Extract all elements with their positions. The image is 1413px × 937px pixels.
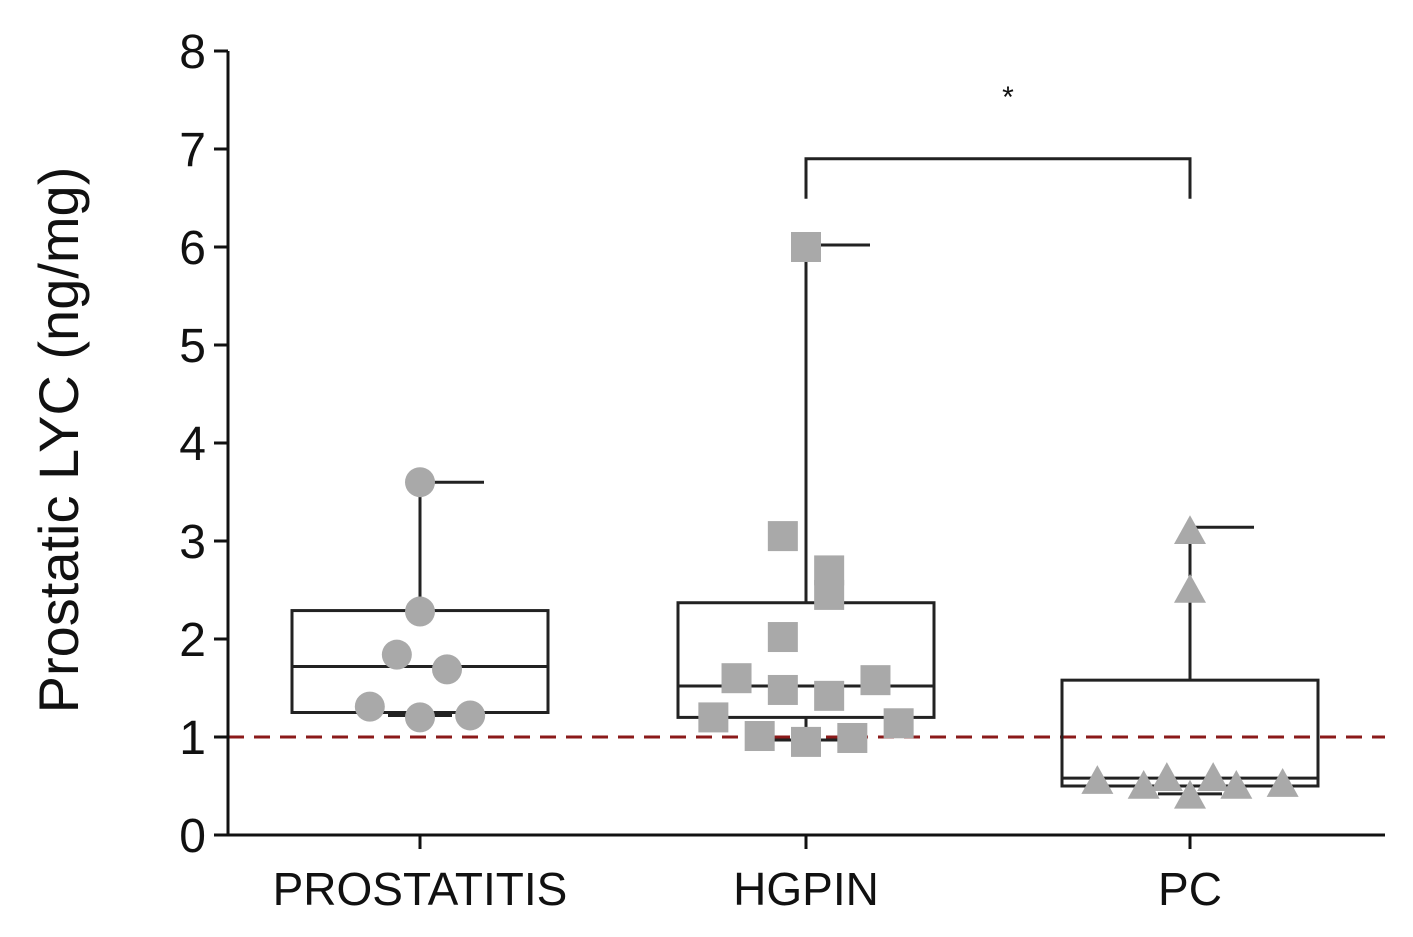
hgpin-point	[767, 521, 798, 552]
prostatitis-point	[455, 700, 486, 731]
prostatitis-point	[381, 639, 412, 670]
y-tick-label: 3	[179, 516, 206, 569]
hgpin-point	[814, 579, 845, 610]
hgpin-point	[767, 674, 798, 705]
pc-point	[1197, 762, 1230, 791]
hgpin-point	[767, 622, 798, 653]
prostatitis-point	[405, 596, 435, 627]
hgpin-point	[744, 721, 775, 752]
pc-point	[1220, 770, 1253, 799]
hgpin-point	[791, 232, 821, 262]
y-tick-label: 7	[179, 124, 206, 177]
pc-point	[1174, 779, 1206, 809]
y-tick-label: 6	[179, 222, 206, 275]
x-tick-label: PC	[1158, 863, 1222, 915]
pc-point	[1266, 768, 1299, 797]
pc-point	[1081, 765, 1114, 794]
y-tick-label: 1	[179, 712, 206, 765]
significance-label: *	[1002, 81, 1014, 114]
significance-bracket	[804, 157, 1192, 199]
hgpin-point	[837, 722, 868, 753]
prostatitis-point	[405, 467, 435, 498]
pc-box	[1060, 678, 1320, 788]
prostatitis-point	[405, 702, 435, 733]
hgpin-point	[860, 665, 891, 696]
y-tick-label: 4	[179, 418, 206, 471]
pc-point	[1150, 762, 1183, 791]
hgpin-point	[814, 680, 845, 711]
data-point-layer	[354, 232, 1299, 809]
y-axis-title: Prostatic LYC (ng/mg)	[27, 167, 90, 714]
y-tick-label: 5	[179, 320, 206, 373]
y-tick-label: 8	[179, 26, 206, 79]
hgpin-point	[721, 663, 752, 694]
box-layer	[290, 243, 1320, 796]
hgpin-point	[791, 726, 821, 757]
prostatitis-point	[354, 691, 385, 722]
x-tick-label: PROSTATITIS	[273, 863, 568, 915]
pc-point	[1174, 574, 1206, 603]
hgpin-point	[883, 708, 914, 739]
hgpin-point	[698, 702, 729, 733]
pc-point	[1127, 770, 1160, 799]
y-tick-label: 0	[179, 810, 206, 863]
x-tick-label: HGPIN	[733, 863, 879, 915]
pc-point	[1174, 515, 1206, 544]
hgpin-box	[676, 601, 936, 719]
y-tick-label: 2	[179, 614, 206, 667]
prostatitis-point	[432, 654, 463, 685]
axis-layer: 0 1 2 3 4 5 6 7 8 PROSTATITIS HGPIN PC *	[179, 26, 1385, 915]
